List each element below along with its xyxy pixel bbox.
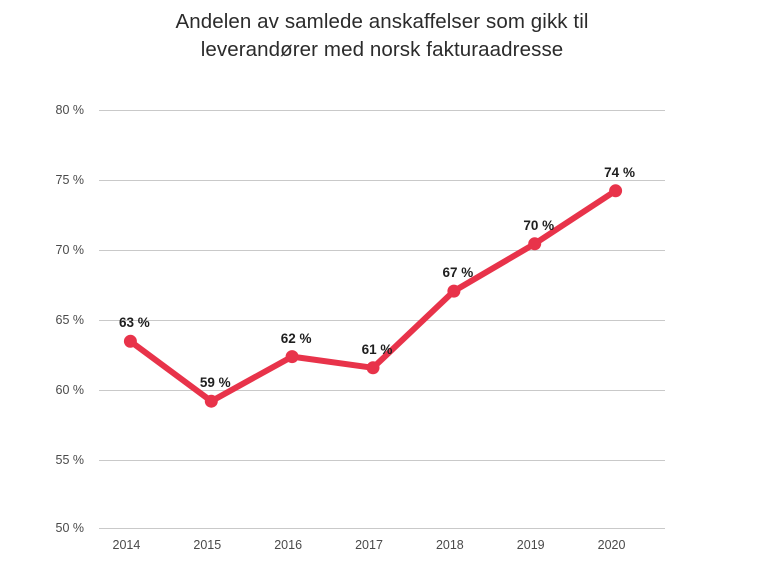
data-point-label: 70 %	[523, 217, 555, 233]
x-axis-tick-label: 2019	[516, 538, 545, 552]
x-axis-tick-label: 2018	[435, 538, 464, 552]
x-axis-tick-label: 2015	[193, 538, 222, 552]
gridline	[99, 528, 665, 529]
x-axis-tick-label: 2016	[274, 538, 303, 552]
y-axis-tick-label: 75 %	[55, 173, 85, 187]
y-axis-tick-label: 50 %	[55, 521, 85, 535]
data-point-label: 61 %	[361, 341, 393, 357]
data-point-label: 59 %	[199, 375, 231, 391]
data-point-label: 67 %	[442, 265, 474, 281]
data-point-label: 62 %	[280, 330, 312, 346]
chart-title-line-2: leverandører med norsk fakturaadresse	[200, 38, 564, 61]
gridline	[99, 320, 665, 321]
chart-title-line-1: Andelen av samlede anskaffelser som gikk…	[175, 10, 589, 33]
y-axis-tick-label: 65 %	[55, 313, 85, 327]
chart-title: Andelen av samlede anskaffelser som gikk…	[60, 8, 704, 64]
y-axis-tick-label: 80 %	[55, 103, 85, 117]
data-point-label: 74 %	[604, 164, 635, 180]
y-axis-tick-label: 60 %	[55, 383, 85, 397]
y-axis-tick-label: 70 %	[55, 243, 85, 257]
data-point-label: 63 %	[119, 315, 150, 331]
gridline	[99, 110, 665, 111]
x-axis-tick-label: 2014	[112, 538, 141, 552]
gridline	[99, 250, 665, 251]
x-axis-tick-label: 2020	[597, 538, 626, 552]
gridline	[99, 180, 665, 181]
y-axis-tick-label: 55 %	[55, 453, 85, 467]
gridline	[99, 460, 665, 461]
x-axis-tick-label: 2017	[355, 538, 383, 552]
